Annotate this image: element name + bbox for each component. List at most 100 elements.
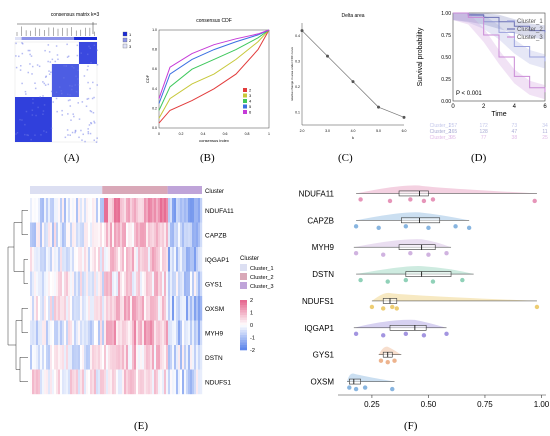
legend-swatch xyxy=(243,99,247,103)
matrix-speckle xyxy=(18,55,20,58)
heatmap-cell xyxy=(194,222,197,248)
heatmap-cell xyxy=(98,345,101,370)
heatmap-cell xyxy=(184,198,187,223)
heatmap-cell xyxy=(176,198,179,223)
heatmap-cell xyxy=(78,369,81,395)
heatmap-cell xyxy=(110,320,113,346)
heatmap-cell xyxy=(88,271,91,297)
heatmap-cell xyxy=(42,320,45,346)
heatmap-cell xyxy=(70,222,73,248)
heatmap-cell xyxy=(150,369,153,395)
matrix-speckle xyxy=(34,82,36,84)
heatmap-cell xyxy=(140,296,143,321)
heatmap-cell xyxy=(40,198,43,223)
matrix-speckle xyxy=(66,43,68,46)
heatmap-cell xyxy=(182,369,185,395)
heatmap-cell xyxy=(134,198,137,223)
heatmap-cell xyxy=(36,222,39,248)
heatmap-cell xyxy=(46,320,49,346)
heatmap-cell xyxy=(62,345,65,370)
heatmap-cell xyxy=(72,320,75,346)
heatmap-cell xyxy=(152,247,155,272)
heatmap-cell xyxy=(142,271,145,297)
heatmap-cell xyxy=(168,271,171,297)
category-label: CAPZB xyxy=(307,216,334,225)
heatmap-cell xyxy=(160,320,163,346)
x-tick-label: 4.0 xyxy=(351,129,356,133)
matrix-speckle xyxy=(67,134,69,136)
heatmap-cell xyxy=(134,271,137,297)
heatmap-cell xyxy=(146,247,149,272)
data-point xyxy=(532,198,537,204)
heatmap-cell xyxy=(158,345,161,370)
y-tick-label: 0.6 xyxy=(152,67,157,71)
heatmap-cell xyxy=(180,296,183,321)
heatmap-cell xyxy=(124,320,127,346)
heatmap-cell xyxy=(92,345,95,370)
delta-line xyxy=(301,30,405,118)
heatmap-cell xyxy=(68,345,71,370)
matrix-speckle xyxy=(89,132,92,135)
x-tick-label: 0.8 xyxy=(245,132,250,136)
heatmap-cell xyxy=(158,222,161,248)
heatmap-cell xyxy=(132,222,135,248)
heatmap-cell xyxy=(46,296,49,321)
matrix-speckle xyxy=(40,134,42,136)
risk-table-value: 38 xyxy=(512,135,518,141)
heatmap-cell xyxy=(72,271,75,297)
y-tick-label: 1.0 xyxy=(152,28,157,32)
heatmap-cell xyxy=(146,296,149,321)
heatmap-cell xyxy=(36,296,39,321)
matrix-speckle xyxy=(43,82,46,85)
heatmap-cell xyxy=(188,320,191,346)
heatmap-cell xyxy=(42,222,45,248)
heatmap-cell xyxy=(106,247,109,272)
heatmap-cell xyxy=(102,247,105,272)
heatmap-cell xyxy=(44,320,47,346)
heatmap-cell xyxy=(82,296,85,321)
heatmap-cell xyxy=(136,369,139,395)
heatmap-cell xyxy=(156,247,159,272)
heatmap-cell xyxy=(176,369,179,395)
color-scale-step xyxy=(240,337,247,341)
heatmap-cell xyxy=(148,271,151,297)
heatmap-cell xyxy=(38,247,41,272)
matrix-speckle xyxy=(71,88,73,91)
matrix-speckle xyxy=(45,131,48,133)
heatmap-cell xyxy=(162,345,165,370)
heatmap-cell xyxy=(50,247,53,272)
heatmap-cell xyxy=(86,345,89,370)
heatmap-cell xyxy=(134,296,137,321)
delta-point xyxy=(351,80,355,84)
heatmap-cell xyxy=(194,271,197,297)
heatmap-cell xyxy=(152,369,155,395)
heatmap-cell xyxy=(168,320,171,346)
delta-point xyxy=(300,29,304,33)
y-tick-label: 0.25 xyxy=(441,77,451,83)
heatmap-cell xyxy=(132,369,135,395)
y-tick-label: 0.4 xyxy=(295,34,300,38)
heatmap-cell xyxy=(96,320,99,346)
consensus-matrix-chart: consensus matrix k=3 123 xyxy=(14,12,132,143)
matrix-speckle xyxy=(74,130,77,132)
matrix-speckle xyxy=(34,134,36,136)
row-label: MYH9 xyxy=(205,330,223,337)
heatmap-cell xyxy=(174,271,177,297)
heatmap-cell xyxy=(76,198,79,223)
heatmap-cell xyxy=(34,247,37,272)
heatmap-cell xyxy=(176,320,179,346)
heatmap-cell xyxy=(42,198,45,223)
heatmap-cell xyxy=(182,198,185,223)
heatmap-cell xyxy=(104,296,107,321)
data-point xyxy=(376,225,381,231)
heatmap-cell xyxy=(124,222,127,248)
legend-label: 5 xyxy=(249,104,252,109)
y-tick-label: 0.50 xyxy=(441,55,451,61)
matrix-speckle xyxy=(27,71,30,74)
heatmap-cell xyxy=(124,271,127,297)
matrix-speckle xyxy=(67,99,70,102)
heatmap-cell xyxy=(166,320,169,346)
matrix-speckle xyxy=(28,49,31,52)
row-label: NDUFS1 xyxy=(205,379,231,386)
matrix-speckle xyxy=(92,111,95,114)
